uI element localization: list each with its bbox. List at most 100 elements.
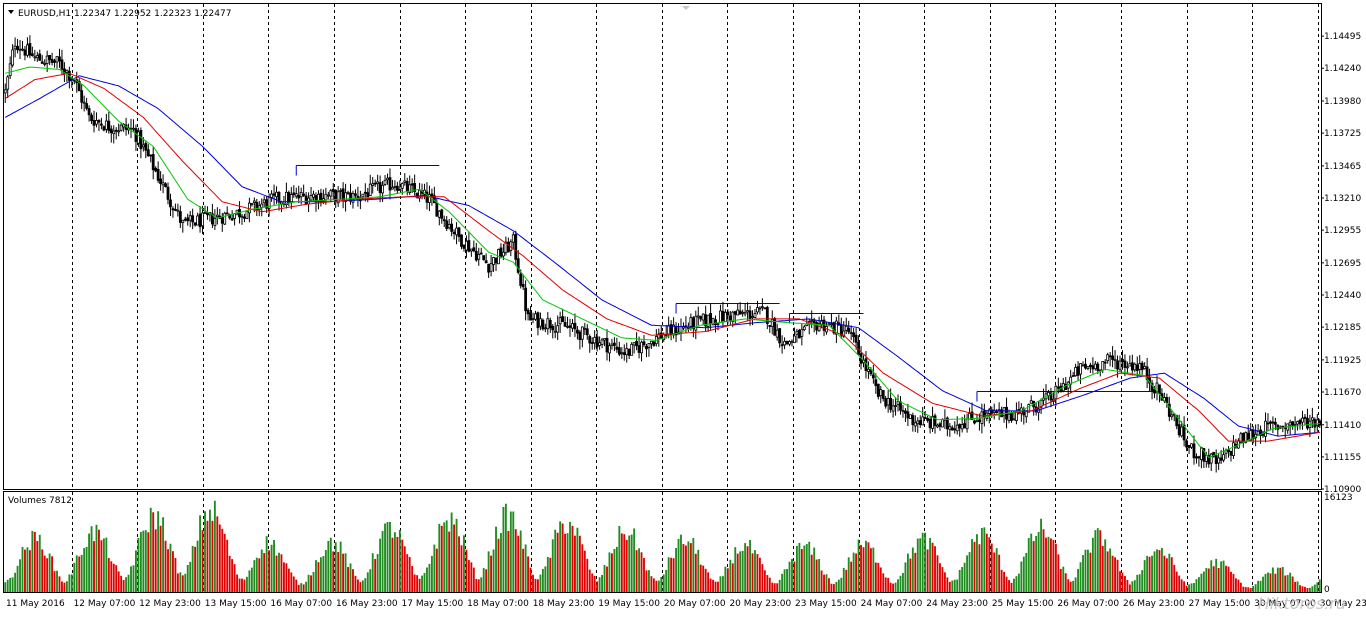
candle-body xyxy=(1310,417,1314,421)
candle-body xyxy=(1113,358,1117,361)
candle-body xyxy=(622,352,626,355)
candle-body xyxy=(21,48,24,51)
candle-body xyxy=(1138,363,1142,370)
volume-tick-label: 0 xyxy=(1324,585,1330,595)
x-tick-label: 24 May 23:00 xyxy=(926,599,988,609)
candle-body xyxy=(753,313,757,318)
y-tick-label: 1.13210 xyxy=(1324,194,1361,204)
candle-body xyxy=(780,344,784,347)
volume-pane-frame xyxy=(3,491,1322,593)
dropdown-arrow-icon[interactable] xyxy=(8,10,14,14)
candle-body xyxy=(827,323,831,326)
y-tick-label: 1.12185 xyxy=(1324,323,1361,333)
candle-body xyxy=(395,185,399,191)
x-tick-label: 30 May 23:00 xyxy=(1320,599,1366,609)
candle-body xyxy=(415,192,419,198)
candle-body xyxy=(1288,421,1292,426)
candle-body xyxy=(714,319,717,326)
candle-body xyxy=(650,340,653,345)
candle-body xyxy=(129,127,133,130)
candle-body xyxy=(18,48,22,51)
candle-body xyxy=(102,126,106,131)
candle-body xyxy=(726,311,730,316)
candle-body xyxy=(751,316,754,318)
candle-body xyxy=(960,424,964,430)
candle-body xyxy=(235,209,239,215)
candle-body xyxy=(849,332,853,334)
candle-body xyxy=(635,341,639,347)
candle-body xyxy=(95,120,98,125)
candle-body xyxy=(1118,360,1122,370)
candle-body xyxy=(1116,360,1119,370)
candle-body xyxy=(758,307,762,310)
candle-body xyxy=(1158,384,1161,394)
candle-body xyxy=(1012,418,1016,421)
candle-body xyxy=(871,374,875,379)
candle-body xyxy=(373,182,377,185)
x-tick-label: 18 May 23:00 xyxy=(533,599,595,609)
candle-body xyxy=(201,212,204,227)
candle-body xyxy=(558,317,562,325)
candle-body xyxy=(1266,422,1270,425)
candle-body xyxy=(252,200,256,203)
candle-body xyxy=(563,322,567,327)
candle-body xyxy=(489,263,493,272)
candle-body xyxy=(336,191,340,204)
candle-body xyxy=(388,177,392,191)
candle-body xyxy=(1153,389,1156,394)
candle-body xyxy=(1244,432,1248,443)
candle-body xyxy=(1111,355,1114,360)
candle-body xyxy=(82,101,86,104)
candle-body xyxy=(933,415,937,426)
candle-body xyxy=(1049,392,1053,401)
candle-body xyxy=(696,315,700,318)
candle-body xyxy=(689,317,693,327)
candle-body xyxy=(613,342,616,346)
candle-body xyxy=(566,325,569,328)
candle-body xyxy=(450,223,454,232)
candle-body xyxy=(502,251,505,257)
candle-body xyxy=(603,338,606,341)
candle-body xyxy=(299,191,303,198)
candle-body xyxy=(913,422,917,427)
candle-body xyxy=(45,55,49,64)
x-tick-label: 26 May 23:00 xyxy=(1123,599,1185,609)
candle-body xyxy=(773,317,777,336)
candle-body xyxy=(1123,360,1127,368)
y-tick-label: 1.13465 xyxy=(1324,162,1361,172)
candle-body xyxy=(667,325,671,335)
candle-body xyxy=(215,214,219,218)
candle-body xyxy=(763,307,767,310)
candle-body xyxy=(595,336,599,348)
candle-body xyxy=(731,311,735,322)
candle-body xyxy=(899,401,902,411)
candle-body xyxy=(304,195,308,205)
candle-body xyxy=(524,287,528,312)
candle-body xyxy=(1256,430,1260,436)
candle-body xyxy=(23,49,27,56)
candle-body xyxy=(119,124,123,131)
candle-body xyxy=(583,327,587,330)
candle-body xyxy=(186,217,190,222)
candle-body xyxy=(11,49,15,66)
candle-body xyxy=(1195,456,1198,459)
candle-body xyxy=(104,120,108,130)
candle-body xyxy=(659,332,663,339)
candle-body xyxy=(965,418,969,430)
candle-body xyxy=(1135,364,1139,371)
candle-body xyxy=(748,310,752,319)
candle-body xyxy=(114,129,118,132)
candle-body xyxy=(926,418,930,421)
y-tick-label: 1.12695 xyxy=(1324,259,1361,269)
y-tick-label: 1.10900 xyxy=(1324,485,1361,495)
candle-body xyxy=(879,389,883,397)
candle-body xyxy=(363,191,367,194)
candle-body xyxy=(1293,424,1297,426)
candle-body xyxy=(1039,399,1043,408)
candle-body xyxy=(206,212,209,216)
candle-body xyxy=(174,208,177,211)
candle-body xyxy=(193,222,197,226)
candle-body xyxy=(561,316,565,322)
